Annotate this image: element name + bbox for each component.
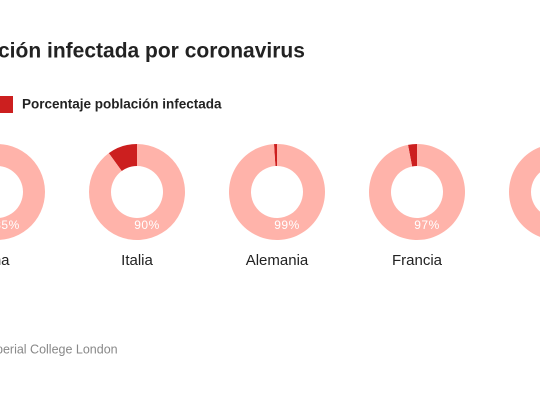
value-label: 97% [414,218,440,232]
donut-segment [408,144,417,167]
chart-title: ción infectada por coronavirus [0,40,305,63]
donut-segment [0,144,45,240]
value-label: 99% [274,218,300,232]
donut-segment [273,144,277,167]
category-label: Alemania [246,252,309,269]
category-label: aña [0,252,10,269]
category-label: Francia [392,252,443,269]
source: perial College London [0,342,118,356]
donut-segment [509,147,540,237]
donut-segment [369,144,465,241]
value-label: 85% [0,218,20,232]
legend-swatch [0,96,13,113]
donut-segment [108,144,137,171]
donut-segment [228,144,325,240]
value-label: 90% [134,218,160,232]
category-label: Italia [121,252,153,269]
donut-segment [89,144,186,240]
legend-label: Porcentaje población infectada [22,97,222,112]
